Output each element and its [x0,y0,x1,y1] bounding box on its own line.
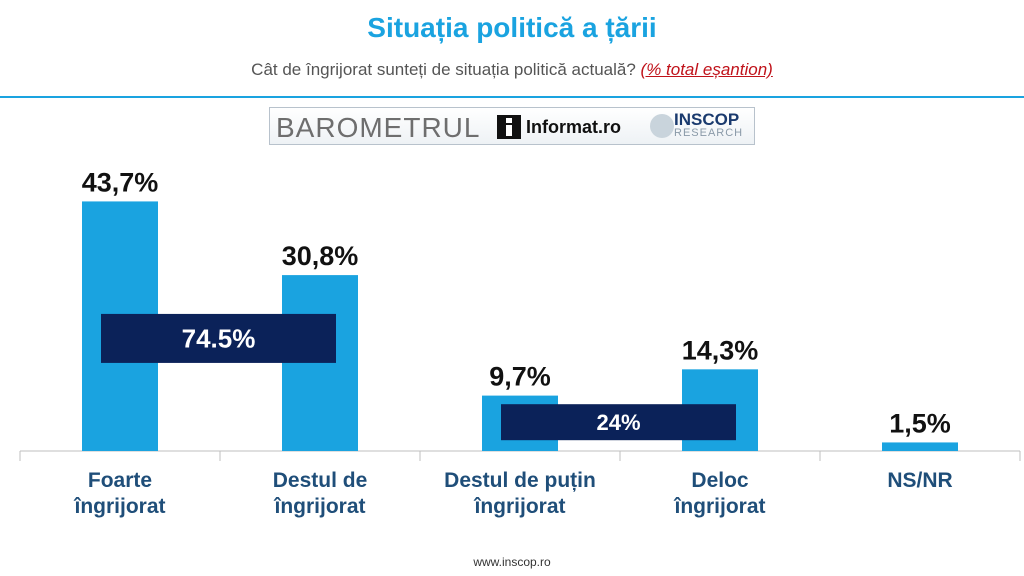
bar-4 [882,442,958,451]
data-label-4: 1,5% [889,408,951,438]
inscop-logo-text: INSCOP [674,110,740,129]
category-label-1-1: îngrijorat [273,495,365,518]
category-label-4-0: NS/NR [887,469,952,492]
sample-note: (% total eșantion) [640,60,773,79]
informat-icon [497,115,521,139]
category-label-3-0: Deloc [691,469,749,492]
research-logo-text: RESEARCH [674,127,744,139]
data-label-3: 14,3% [682,335,759,365]
category-label-2-0: Destul de puțin [444,469,596,492]
data-label-1: 30,8% [282,241,359,271]
page-title: Situația politică a țării [367,12,657,43]
question-text: Cât de îngrijorat sunteți de situația po… [251,60,636,79]
category-label-0-1: îngrijorat [73,495,165,518]
bar-1 [282,275,358,451]
footer-url: www.inscop.ro [473,555,551,569]
category-label-1-0: Destul de [273,469,368,492]
header-divider [0,96,1024,98]
question-subtitle: Cât de îngrijorat sunteți de situația po… [0,60,1024,80]
barometer-logo-text: BAROMETRUL [276,112,481,143]
inscop-icon [650,114,674,138]
informat-logo-text: Informat.ro [526,117,622,137]
group-total-label-0: 74.5% [182,323,256,353]
logo-banner: BAROMETRUL Informat.ro INSCOP RESEARCH [269,107,755,145]
category-label-3-1: îngrijorat [673,495,765,518]
group-total-box-1 [501,404,736,441]
data-label-0: 43,7% [82,167,159,197]
group-total-label-1: 24% [596,410,640,435]
category-label-0-0: Foarte [88,469,152,492]
group-total-box-0 [101,313,336,363]
data-label-2: 9,7% [489,362,551,392]
category-label-2-1: îngrijorat [473,495,565,518]
